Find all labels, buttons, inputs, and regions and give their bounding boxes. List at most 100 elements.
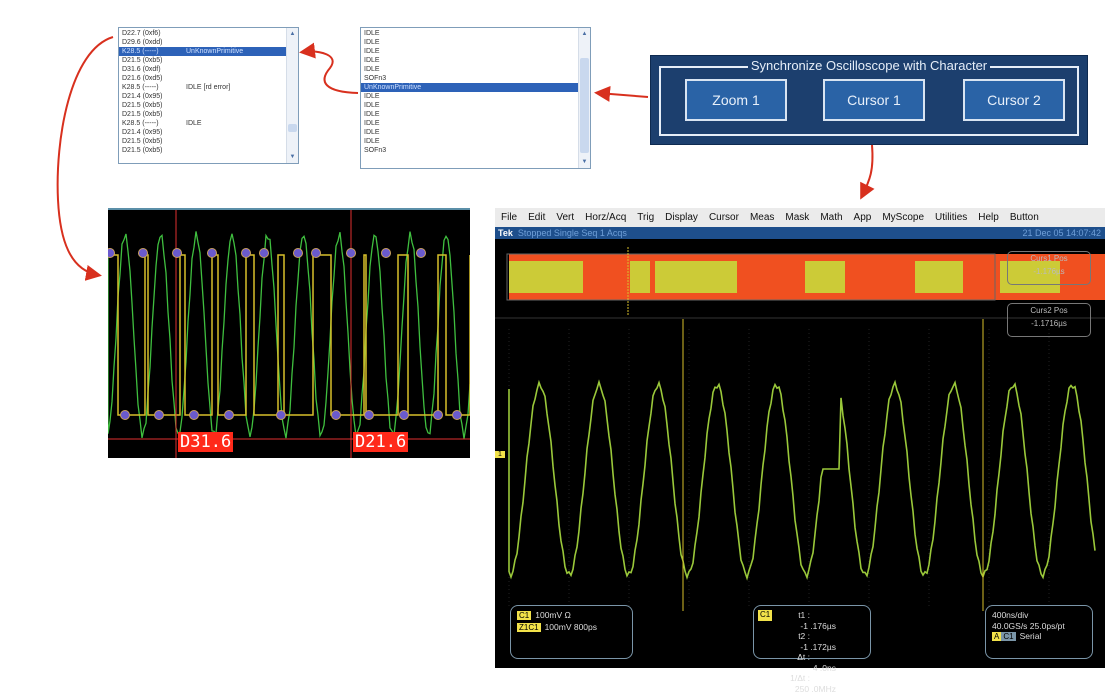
edge-marker <box>332 411 341 420</box>
edge-marker <box>190 411 199 420</box>
symbol-code: D21.4 <box>122 129 141 136</box>
scroll-up-icon[interactable]: ▲ <box>579 28 590 40</box>
list-item[interactable]: D21.6 (0xd5) <box>119 74 298 83</box>
menu-edit[interactable]: Edit <box>528 212 545 223</box>
edge-marker <box>434 411 443 420</box>
list-item[interactable]: IDLE <box>361 65 590 74</box>
symbol-value: (-----) <box>142 48 158 55</box>
cursor-value: -1 .176µs <box>784 621 836 632</box>
menu-button[interactable]: Button <box>1010 212 1039 223</box>
scroll-down-icon[interactable]: ▼ <box>579 156 590 168</box>
cursor-key: 1/Δt : <box>784 673 810 684</box>
list-item[interactable]: IDLE <box>361 119 590 128</box>
cursor-value: 4 .0ns <box>784 663 836 674</box>
menu-cursor[interactable]: Cursor <box>709 212 739 223</box>
zoom1-button[interactable]: Zoom 1 <box>685 79 787 121</box>
list-item[interactable]: IDLE <box>361 92 590 101</box>
edge-marker <box>347 249 356 258</box>
edge-marker <box>155 411 164 420</box>
ch-badge: C1 <box>758 610 772 621</box>
list-item[interactable]: D21.5 (0xb5) <box>119 137 298 146</box>
list-item[interactable]: D29.6 (0xdd) <box>119 38 298 47</box>
ch-badge: C1 <box>1001 632 1015 641</box>
main-trace <box>509 382 1095 578</box>
list-item[interactable]: SOFn3 <box>361 146 590 155</box>
trigger-badge: A <box>992 632 1001 641</box>
list-item[interactable]: IDLE <box>361 101 590 110</box>
edge-marker <box>121 411 130 420</box>
symbol-code: D22.7 <box>122 30 141 37</box>
list-item[interactable]: D21.5 (0xb5) <box>119 110 298 119</box>
cursor1-button[interactable]: Cursor 1 <box>823 79 925 121</box>
list-item[interactable]: K28.5 (-----)IDLE [rd error] <box>119 83 298 92</box>
edge-marker <box>382 249 391 258</box>
curs1-value: -1.176µs <box>1008 265 1090 278</box>
list-item[interactable]: UnKnownPrimitive <box>361 83 590 92</box>
menu-utilities[interactable]: Utilities <box>935 212 967 223</box>
sync-panel: Synchronize Oscilloscope with Character … <box>650 55 1088 145</box>
overview-band <box>655 261 737 293</box>
list-item[interactable]: D22.7 (0xf6) <box>119 29 298 38</box>
list-item[interactable]: D21.5 (0xb5) <box>119 56 298 65</box>
list-item[interactable]: SOFn3 <box>361 74 590 83</box>
scroll-down-icon[interactable]: ▼ <box>287 151 298 163</box>
channel-marker[interactable]: 1 <box>495 451 505 458</box>
menu-file[interactable]: File <box>501 212 517 223</box>
symbol-value: (-----) <box>142 84 158 91</box>
list-item[interactable]: D21.4 (0x95) <box>119 128 298 137</box>
overview-band <box>630 261 650 293</box>
menu-vert[interactable]: Vert <box>556 212 574 223</box>
edge-marker <box>139 249 148 258</box>
scrollbar[interactable]: ▲▼ <box>286 28 298 163</box>
list-item[interactable]: D21.5 (0xb5) <box>119 101 298 110</box>
horizontal-scale: 400ns/div <box>992 610 1086 621</box>
acq-state: Stopped Single Seq 1 Acqs <box>518 228 627 238</box>
menu-math[interactable]: Math <box>820 212 842 223</box>
symbol-code: D31.6 <box>122 66 141 73</box>
symbol-tag: D31.6 <box>178 432 233 452</box>
menu-mask[interactable]: Mask <box>785 212 809 223</box>
curs1-readout: Curs1 Pos-1.176µs <box>1007 251 1091 285</box>
symbol-code: K28.5 <box>122 84 140 91</box>
menu-help[interactable]: Help <box>978 212 999 223</box>
list-item[interactable]: IDLE <box>361 38 590 47</box>
menu-trig[interactable]: Trig <box>637 212 654 223</box>
symbol-value: (0xb5) <box>143 111 163 118</box>
list-item[interactable]: IDLE <box>361 56 590 65</box>
menu-display[interactable]: Display <box>665 212 698 223</box>
list-item[interactable]: IDLE <box>361 137 590 146</box>
cursor-key: t1 : <box>784 610 810 621</box>
edge-marker <box>208 249 217 258</box>
list-item[interactable]: IDLE <box>361 29 590 38</box>
cursor-key: t2 : <box>784 631 810 642</box>
scrollbar[interactable]: ▲▼ <box>578 28 590 168</box>
list-item[interactable]: D31.6 (0xdf) <box>119 65 298 74</box>
list-item[interactable]: D21.5 (0xb5) <box>119 146 298 155</box>
edge-marker <box>108 249 115 258</box>
scroll-up-icon[interactable]: ▲ <box>287 28 298 40</box>
symbol-code: D21.5 <box>122 57 141 64</box>
datetime: 21 Dec 05 14:07:42 <box>1022 227 1101 239</box>
symbol-code: D21.4 <box>122 93 141 100</box>
menu-app[interactable]: App <box>854 212 872 223</box>
menu-meas[interactable]: Meas <box>750 212 774 223</box>
arrow <box>303 52 358 93</box>
list-item[interactable]: K28.5 (-----)IDLE <box>119 119 298 128</box>
arrow <box>58 37 113 275</box>
list-item[interactable]: D21.4 (0x95) <box>119 92 298 101</box>
cursor2-button[interactable]: Cursor 2 <box>963 79 1065 121</box>
list-item[interactable]: K28.5 (-----)UnKnownPrimitive <box>119 47 298 56</box>
list-item[interactable]: IDLE <box>361 128 590 137</box>
symbol-list[interactable]: D22.7 (0xf6)D29.6 (0xdd)K28.5 (-----)UnK… <box>118 27 299 164</box>
edge-marker <box>173 249 182 258</box>
list-item[interactable]: IDLE <box>361 110 590 119</box>
list-item[interactable]: IDLE <box>361 47 590 56</box>
symbol-code: D21.5 <box>122 138 141 145</box>
menu-horzacq[interactable]: Horz/Acq <box>585 212 626 223</box>
menu-myscope[interactable]: MyScope <box>882 212 924 223</box>
